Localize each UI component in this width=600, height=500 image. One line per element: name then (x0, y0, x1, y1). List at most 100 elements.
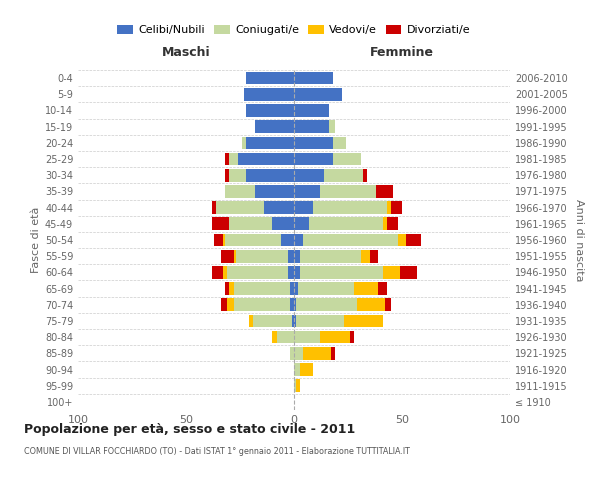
Bar (229, 218, 272, 230)
Bar (233, 250, 236, 262)
Bar (281, 234, 294, 246)
Bar (329, 120, 335, 133)
Bar (277, 331, 294, 344)
Bar (294, 202, 313, 214)
Bar (225, 185, 255, 198)
Bar (398, 234, 406, 246)
Bar (296, 314, 344, 328)
Bar (238, 152, 294, 166)
Bar (264, 202, 294, 214)
Bar (223, 234, 225, 246)
Bar (309, 218, 383, 230)
Bar (370, 250, 378, 262)
Bar (385, 298, 391, 311)
Bar (255, 120, 294, 133)
Bar (247, 72, 294, 85)
Bar (301, 266, 383, 278)
Bar (294, 234, 302, 246)
Bar (324, 169, 363, 181)
Bar (290, 282, 294, 295)
Bar (400, 266, 417, 278)
Bar (214, 234, 223, 246)
Bar (296, 380, 301, 392)
Bar (225, 152, 229, 166)
Y-axis label: Fasce di età: Fasce di età (31, 207, 41, 273)
Bar (383, 266, 400, 278)
Bar (294, 266, 301, 278)
Bar (363, 169, 367, 181)
Bar (350, 331, 355, 344)
Bar (227, 266, 287, 278)
Text: Popolazione per età, sesso e stato civile - 2011: Popolazione per età, sesso e stato civil… (24, 422, 355, 436)
Bar (320, 331, 350, 344)
Bar (302, 347, 331, 360)
Bar (302, 234, 398, 246)
Bar (406, 234, 421, 246)
Bar (287, 266, 294, 278)
Bar (255, 185, 294, 198)
Bar (290, 298, 294, 311)
Bar (229, 282, 233, 295)
Bar (225, 282, 229, 295)
Bar (272, 331, 277, 344)
Bar (227, 298, 233, 311)
Bar (313, 202, 387, 214)
Bar (361, 250, 370, 262)
Bar (294, 152, 333, 166)
Bar (333, 136, 346, 149)
Bar (294, 380, 296, 392)
Bar (383, 218, 387, 230)
Bar (216, 202, 264, 214)
Bar (287, 250, 294, 262)
Bar (294, 88, 341, 101)
Bar (301, 363, 313, 376)
Bar (294, 218, 309, 230)
Bar (294, 169, 324, 181)
Bar (294, 120, 329, 133)
Bar (294, 104, 329, 117)
Bar (331, 347, 335, 360)
Bar (248, 314, 253, 328)
Bar (221, 250, 233, 262)
Bar (333, 152, 361, 166)
Text: Maschi: Maschi (161, 46, 211, 59)
Bar (298, 282, 355, 295)
Bar (290, 347, 294, 360)
Bar (294, 185, 320, 198)
Bar (233, 298, 290, 311)
Bar (294, 72, 333, 85)
Bar (244, 88, 294, 101)
Bar (247, 136, 294, 149)
Bar (356, 298, 385, 311)
Bar (378, 282, 387, 295)
Bar (225, 169, 229, 181)
Bar (212, 202, 216, 214)
Bar (376, 185, 394, 198)
Bar (294, 314, 296, 328)
Bar (236, 250, 287, 262)
Bar (294, 363, 301, 376)
Bar (355, 282, 378, 295)
Bar (294, 136, 333, 149)
Bar (247, 104, 294, 117)
Bar (212, 218, 229, 230)
Bar (221, 298, 227, 311)
Bar (229, 152, 238, 166)
Bar (242, 136, 247, 149)
Bar (320, 185, 376, 198)
Bar (223, 266, 227, 278)
Bar (344, 314, 383, 328)
Bar (272, 218, 294, 230)
Bar (387, 218, 398, 230)
Bar (301, 250, 361, 262)
Y-axis label: Anni di nascita: Anni di nascita (574, 198, 584, 281)
Bar (233, 282, 290, 295)
Bar (294, 250, 301, 262)
Bar (225, 234, 281, 246)
Bar (212, 266, 223, 278)
Bar (391, 202, 402, 214)
Bar (247, 169, 294, 181)
Text: Femmine: Femmine (370, 46, 434, 59)
Bar (294, 298, 296, 311)
Text: COMUNE DI VILLAR FOCCHIARDO (TO) - Dati ISTAT 1° gennaio 2011 - Elaborazione TUT: COMUNE DI VILLAR FOCCHIARDO (TO) - Dati … (24, 448, 410, 456)
